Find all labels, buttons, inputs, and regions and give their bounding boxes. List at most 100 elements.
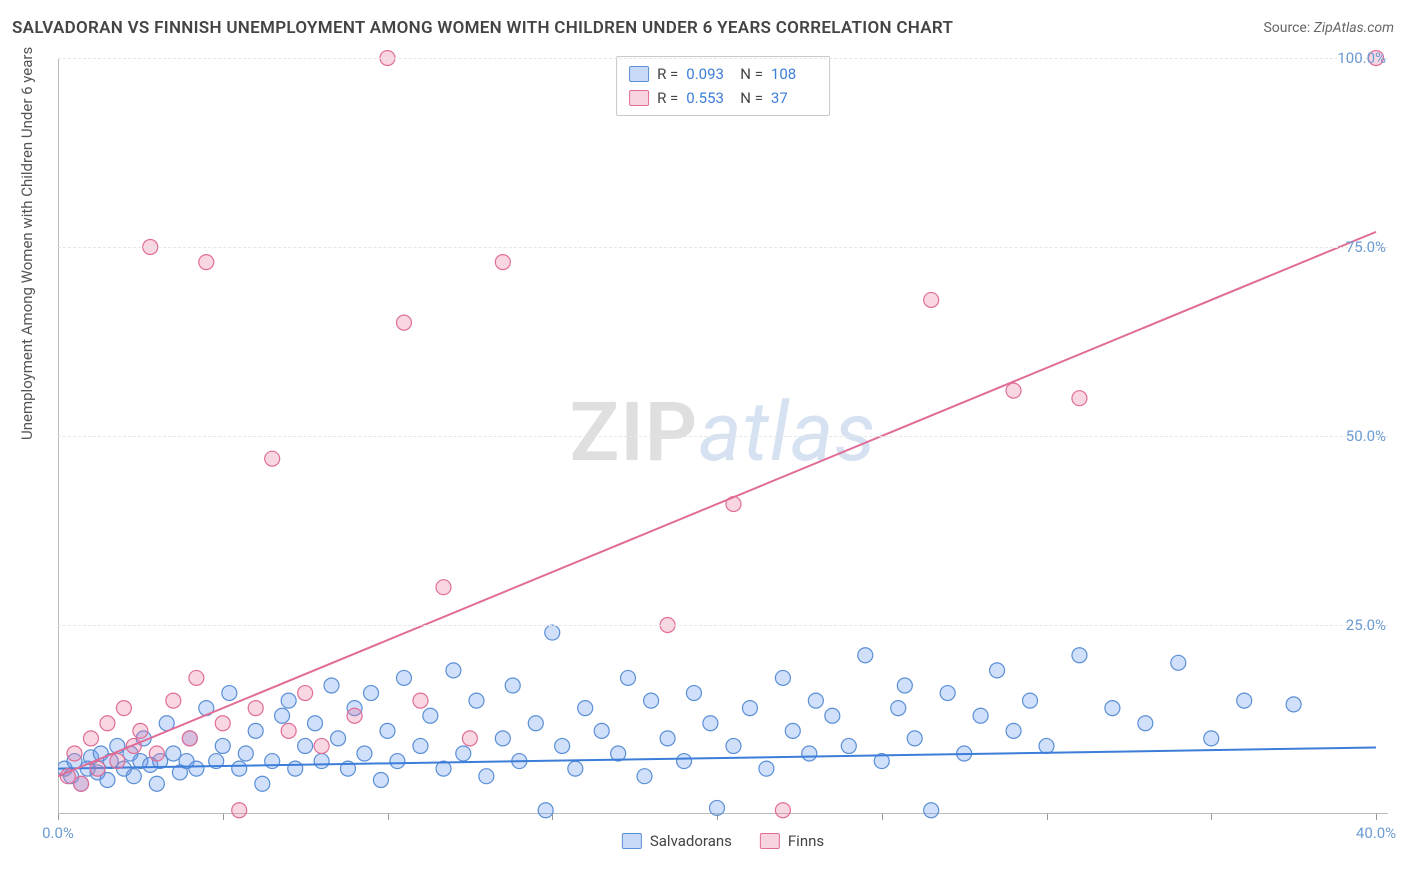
data-point	[232, 803, 247, 818]
data-point	[166, 693, 181, 708]
data-point	[275, 708, 290, 723]
data-point	[973, 708, 988, 723]
data-point	[528, 716, 543, 731]
data-point	[545, 625, 560, 640]
n-value-salvadorans: 108	[771, 62, 817, 86]
data-point	[538, 803, 553, 818]
data-point	[364, 686, 379, 701]
data-point	[1072, 391, 1087, 406]
y-tick-label: 25.0%	[1346, 616, 1386, 634]
data-point	[215, 716, 230, 731]
data-point	[126, 769, 141, 784]
swatch-blue-icon	[622, 833, 642, 849]
data-point	[396, 670, 411, 685]
data-point	[413, 693, 428, 708]
x-tick-label: 40.0%	[1356, 824, 1396, 842]
data-point	[413, 738, 428, 753]
data-point	[149, 776, 164, 791]
data-point	[578, 701, 593, 716]
data-point	[373, 772, 388, 787]
gridline	[58, 247, 1388, 248]
legend-row-finns: R = 0.553 N = 37	[629, 86, 817, 110]
data-point	[116, 701, 131, 716]
data-point	[858, 648, 873, 663]
data-point	[288, 761, 303, 776]
data-point	[265, 451, 280, 466]
data-point	[166, 746, 181, 761]
source-value: ZipAtlas.com	[1314, 20, 1394, 36]
swatch-pink-icon	[760, 833, 780, 849]
data-point	[742, 701, 757, 716]
y-axis-label: Unemployment Among Women with Children U…	[18, 47, 36, 440]
data-point	[189, 670, 204, 685]
data-point	[248, 701, 263, 716]
data-point	[67, 746, 82, 761]
trend-line	[58, 232, 1376, 776]
header: SALVADORAN VS FINNISH UNEMPLOYMENT AMONG…	[12, 18, 1394, 38]
data-point	[324, 678, 339, 693]
data-point	[149, 746, 164, 761]
data-point	[479, 769, 494, 784]
trend-line	[58, 747, 1376, 768]
data-point	[505, 678, 520, 693]
data-point	[456, 746, 471, 761]
legend-item-finns: Finns	[760, 832, 824, 850]
data-point	[423, 708, 438, 723]
r-value-finns: 0.553	[686, 86, 732, 110]
gridline	[58, 625, 1388, 626]
data-point	[1105, 701, 1120, 716]
data-point	[314, 754, 329, 769]
data-point	[83, 731, 98, 746]
source-label: Source:	[1263, 20, 1310, 36]
data-point	[924, 292, 939, 307]
data-point	[759, 761, 774, 776]
data-point	[924, 803, 939, 818]
x-tick	[1047, 814, 1048, 820]
data-point	[785, 723, 800, 738]
data-point	[215, 738, 230, 753]
data-point	[396, 315, 411, 330]
data-point	[907, 731, 922, 746]
data-point	[298, 686, 313, 701]
data-point	[841, 738, 856, 753]
data-point	[298, 738, 313, 753]
source-attribution: Source: ZipAtlas.com	[1263, 20, 1394, 36]
data-point	[357, 746, 372, 761]
data-point	[897, 678, 912, 693]
swatch-pink-icon	[629, 90, 649, 106]
data-point	[1138, 716, 1153, 731]
data-point	[1023, 693, 1038, 708]
data-point	[1171, 655, 1186, 670]
x-tick	[717, 814, 718, 820]
gridline	[58, 58, 1388, 59]
data-point	[495, 255, 510, 270]
data-point	[825, 708, 840, 723]
swatch-blue-icon	[629, 66, 649, 82]
x-tick	[1376, 814, 1377, 820]
gridline	[58, 436, 1388, 437]
legend-item-salvadorans: Salvadorans	[622, 832, 732, 850]
data-point	[808, 693, 823, 708]
legend-correlation: R = 0.093 N = 108 R = 0.553 N = 37	[616, 56, 830, 116]
y-tick-label: 75.0%	[1346, 238, 1386, 256]
data-point	[644, 693, 659, 708]
data-point	[182, 731, 197, 746]
y-tick-label: 100.0%	[1337, 49, 1386, 67]
data-point	[686, 686, 701, 701]
data-point	[1237, 693, 1252, 708]
data-point	[380, 723, 395, 738]
data-point	[990, 663, 1005, 678]
data-point	[891, 701, 906, 716]
data-point	[940, 686, 955, 701]
data-point	[1286, 697, 1301, 712]
x-tick	[58, 814, 59, 820]
data-point	[110, 754, 125, 769]
legend-label: Finns	[788, 832, 824, 850]
n-value-finns: 37	[771, 86, 817, 110]
data-point	[1006, 723, 1021, 738]
data-point	[74, 776, 89, 791]
data-point	[281, 723, 296, 738]
plot-svg	[58, 50, 1388, 848]
r-value-salvadorans: 0.093	[686, 62, 732, 86]
x-tick	[552, 814, 553, 820]
